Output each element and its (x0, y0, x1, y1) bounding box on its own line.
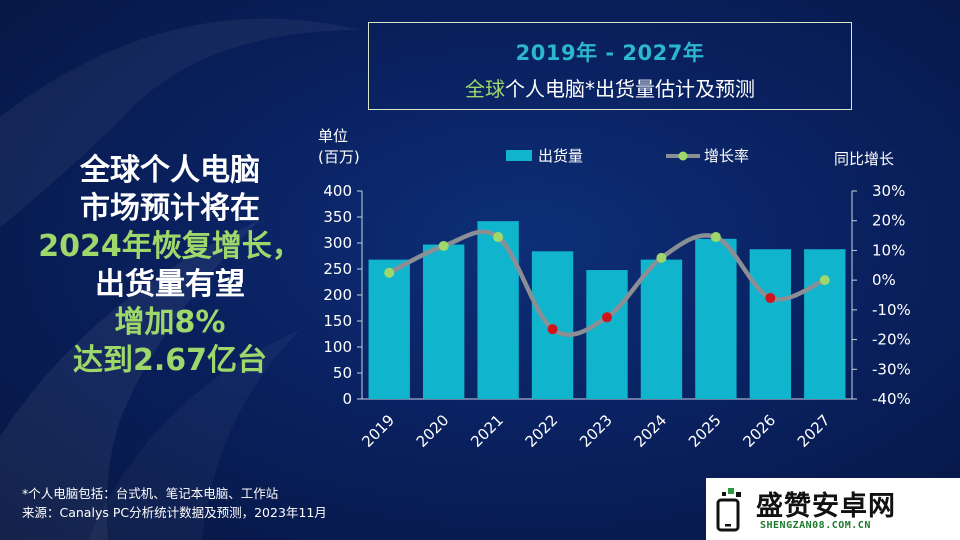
x-axis-category-label: 2023 (576, 411, 616, 451)
right-axis-tick-label: -40% (872, 390, 911, 408)
shipment-bar (749, 249, 792, 399)
bar-series (368, 221, 846, 399)
watermark-url: SHENGZAN08.COM.CN (760, 520, 871, 531)
x-axis-category-label: 2024 (631, 411, 671, 451)
growth-rate-point (384, 267, 395, 278)
right-axis-tick-label: -30% (872, 360, 911, 378)
left-axis-unit-sub-label: (百万) (318, 148, 360, 166)
watermark-title: 盛赞安卓网 (756, 491, 896, 522)
growth-line-series (384, 229, 830, 337)
x-axis-category-label: 2027 (794, 411, 834, 451)
footnote-source: 来源：Canalys PC分析统计数据及预测，2023年11月 (22, 505, 327, 520)
growth-rate-point (710, 232, 721, 243)
headline-text: 全球个人电脑 市场预计将在 2024年恢复增长， 出货量有望 增加8% 达到2.… (20, 152, 320, 380)
left-axis-tick-label: 200 (323, 286, 352, 304)
left-axis-tick-label: 100 (323, 338, 352, 356)
headline-line-5: 增加8% (114, 305, 226, 340)
chart-title-years: 2019年 - 2027年 (515, 41, 705, 65)
legend-line-marker (678, 151, 688, 161)
headline-line-4: 出货量有望 (95, 267, 245, 302)
growth-rate-point (438, 240, 449, 251)
right-axis-tick-label: -10% (872, 301, 911, 319)
footnote: *个人电脑包括：台式机、笔记本电脑、工作站 来源：Canalys PC分析统计数… (22, 484, 327, 522)
watermark: 盛赞安卓网 SHENGZAN08.COM.CN (706, 478, 960, 540)
right-axis-label: 同比增长 (834, 150, 894, 168)
right-axis-tick-label: 0% (872, 271, 896, 289)
footnote-definition: *个人电脑包括：台式机、笔记本电脑、工作站 (22, 486, 279, 501)
headline-line-1: 全球个人电脑 (80, 153, 260, 188)
left-axis-tick-label: 400 (323, 182, 352, 200)
legend-bar-label: 出货量 (538, 147, 583, 165)
x-axis-category-label: 2025 (685, 411, 725, 451)
shipment-bar (422, 244, 465, 399)
right-axis-tick-label: 30% (872, 182, 905, 200)
chart-title-rest: 个人电脑*出货量估计及预测 (505, 77, 755, 101)
chart-title-highlight: 全球 (465, 77, 505, 101)
right-axis-tick-label: -20% (872, 331, 911, 349)
left-axis-tick-label: 150 (323, 312, 352, 330)
shipment-bar (804, 249, 846, 399)
x-axis-category-label: 2021 (467, 411, 507, 451)
growth-rate-point (765, 292, 776, 303)
legend-line-label: 增长率 (704, 147, 749, 165)
x-axis-category-label: 2026 (739, 411, 779, 451)
left-axis-tick-label: 0 (342, 390, 352, 408)
growth-rate-point (819, 275, 830, 286)
headline-line-2: 市场预计将在 (80, 191, 260, 226)
shipment-bar (640, 259, 683, 399)
left-axis-tick-label: 300 (323, 234, 352, 252)
legend-bar-swatch (506, 150, 532, 161)
headline-line-6: 达到2.67亿台 (72, 343, 268, 378)
left-axis-tick-label: 350 (323, 208, 352, 226)
right-axis-tick-label: 20% (872, 212, 905, 230)
x-axis-category-label: 2020 (413, 411, 453, 451)
headline-line-3: 2024年恢复增长， (38, 229, 302, 264)
left-axis-tick-label: 250 (323, 260, 352, 278)
shipment-bar (586, 270, 628, 399)
x-axis-category-label: 2019 (358, 411, 398, 451)
shipment-bar (368, 259, 410, 399)
left-axis-unit-label: 单位 (318, 127, 348, 145)
phone-logo-icon (716, 488, 741, 532)
growth-rate-point (493, 232, 504, 243)
growth-rate-point (656, 252, 667, 263)
growth-rate-point (602, 312, 612, 323)
growth-rate-point (547, 324, 558, 335)
shipment-bar (695, 238, 737, 399)
chart-title-subject: 全球个人电脑*出货量估计及预测 (369, 73, 851, 102)
x-axis-category-label: 2022 (522, 411, 562, 451)
chart-title-box: 2019年 - 2027年 全球个人电脑*出货量估计及预测 (368, 22, 852, 110)
shipment-bar (477, 221, 519, 399)
left-axis-tick-label: 50 (333, 364, 352, 382)
right-axis-tick-label: 10% (872, 241, 905, 259)
